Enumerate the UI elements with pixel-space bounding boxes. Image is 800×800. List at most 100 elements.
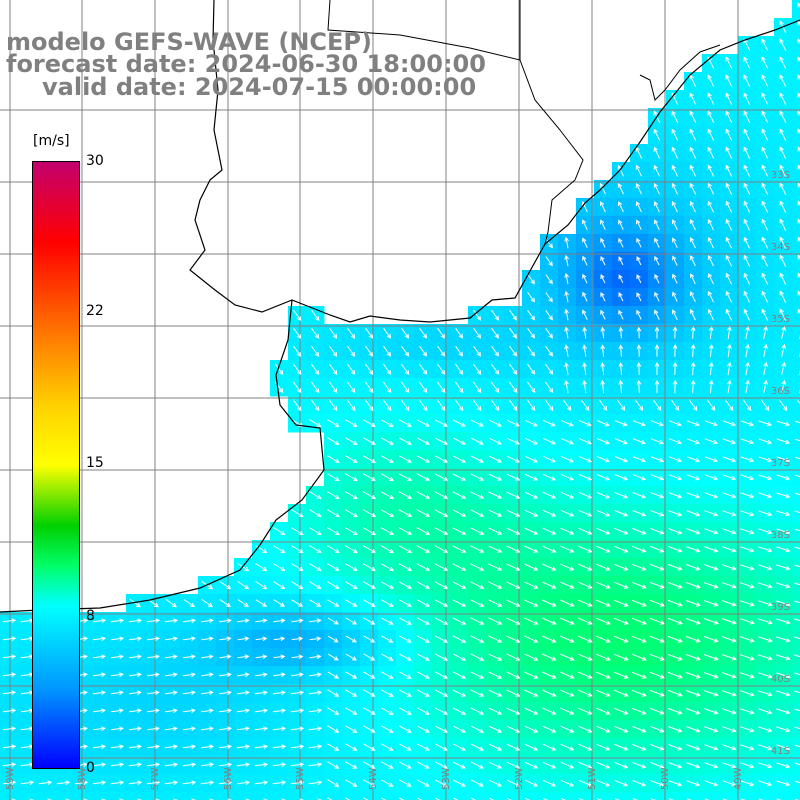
- wind-arrow: [363, 743, 376, 751]
- wind-arrow: [183, 636, 196, 642]
- wind-arrow: [636, 237, 642, 248]
- wind-arrow: [470, 653, 485, 661]
- wind-arrow: [327, 689, 340, 697]
- wind-arrow: [488, 419, 502, 427]
- wind-arrow: [381, 743, 394, 751]
- wind-speed-cell: [792, 630, 800, 649]
- wind-arrow: [758, 528, 773, 535]
- wind-arrow: [434, 725, 448, 733]
- wind-arrow: [291, 618, 304, 624]
- wind-arrow: [470, 671, 485, 679]
- wind-arrow: [309, 672, 322, 678]
- wind-arrow: [219, 618, 232, 624]
- wind-arrow: [380, 509, 395, 517]
- wind-arrow: [470, 527, 485, 535]
- wind-arrow: [776, 726, 791, 733]
- wind-arrow: [452, 545, 467, 553]
- wind-arrow: [255, 599, 268, 607]
- wind-arrow: [582, 326, 587, 339]
- wind-arrow: [490, 363, 500, 375]
- wind-arrow: [237, 581, 250, 590]
- wind-arrow: [506, 437, 520, 445]
- wind-arrow: [722, 780, 737, 787]
- longitude-label: 59W: [5, 767, 16, 790]
- longitude-labels: 59W 58W 57W 56W 55W 54W 53W 52W 51W 50W 49W: [5, 767, 744, 790]
- wind-arrow: [740, 510, 755, 517]
- wind-arrow: [616, 399, 626, 411]
- wind-arrow: [613, 617, 629, 625]
- wind-arrow: [632, 492, 647, 499]
- wind-arrow: [434, 437, 448, 445]
- wind-arrow: [434, 671, 449, 679]
- wind-arrow: [416, 509, 431, 517]
- wind-arrow: [614, 474, 629, 481]
- wind-arrow: [776, 654, 791, 661]
- wind-arrow: [488, 779, 502, 787]
- wind-speed-cell: [630, 792, 649, 800]
- wind-arrow: [219, 636, 232, 642]
- wind-arrow: [779, 74, 787, 87]
- wind-arrow: [685, 618, 701, 625]
- wind-arrow: [110, 780, 125, 786]
- wind-arrow: [290, 762, 305, 768]
- wind-arrow: [219, 581, 232, 590]
- wind-arrow: [2, 654, 17, 660]
- wind-arrow: [416, 761, 430, 769]
- wind-arrow: [524, 437, 538, 445]
- wind-arrow: [672, 326, 678, 339]
- wind-arrow: [416, 563, 431, 571]
- wind-speed-cell: [792, 720, 800, 739]
- wind-arrow: [707, 308, 714, 321]
- wind-arrow: [632, 743, 647, 751]
- wind-arrow: [345, 653, 357, 661]
- forecast-date: forecast date: 2024-06-30 18:00:00: [6, 50, 486, 78]
- wind-arrow: [327, 707, 340, 715]
- wind-arrow: [653, 201, 660, 213]
- wind-arrow: [560, 581, 575, 589]
- wind-arrow: [398, 545, 413, 553]
- wind-arrow: [672, 291, 678, 302]
- wind-arrow: [506, 725, 521, 733]
- wind-arrow: [797, 110, 800, 117]
- wind-arrow: [272, 690, 287, 696]
- wind-arrow: [38, 780, 53, 786]
- wind-arrow: [671, 164, 679, 177]
- wind-arrow: [273, 636, 286, 642]
- wind-arrow: [542, 797, 548, 800]
- wind-arrow: [506, 689, 521, 697]
- wind-arrow: [794, 744, 800, 748]
- wind-arrow: [582, 255, 588, 266]
- wind-arrow: [560, 797, 566, 800]
- wind-arrow: [527, 363, 536, 375]
- wind-arrow: [380, 527, 395, 535]
- wind-arrow: [398, 419, 412, 427]
- wind-speed-cell: [342, 792, 361, 800]
- wind-speed-cell: [486, 792, 505, 800]
- wind-arrow: [416, 473, 431, 481]
- wind-arrow: [182, 618, 197, 624]
- latitude-label: 37S: [771, 458, 790, 469]
- wind-arrow: [382, 399, 392, 412]
- wind-arrow: [309, 419, 322, 427]
- wind-arrow: [650, 798, 656, 800]
- wind-arrow: [363, 779, 376, 787]
- wind-arrow: [129, 672, 142, 678]
- longitude-label: 58W: [77, 767, 88, 790]
- wind-arrow: [745, 379, 750, 394]
- wind-arrow: [308, 690, 323, 696]
- wind-arrow: [600, 344, 606, 357]
- coastline-brazil-border: [519, 0, 721, 101]
- wind-arrow: [707, 236, 714, 249]
- wind-arrow: [524, 491, 539, 499]
- wind-arrow: [779, 200, 787, 213]
- wind-arrow: [631, 671, 647, 679]
- wind-arrow: [722, 564, 737, 571]
- wind-arrow: [326, 473, 340, 482]
- wind-arrow: [596, 743, 611, 751]
- wind-arrow: [686, 492, 701, 499]
- wind-arrow: [689, 164, 697, 177]
- wind-arrow: [93, 708, 106, 714]
- wind-arrow: [690, 273, 696, 285]
- wind-arrow: [381, 797, 387, 800]
- wind-arrow: [470, 419, 484, 427]
